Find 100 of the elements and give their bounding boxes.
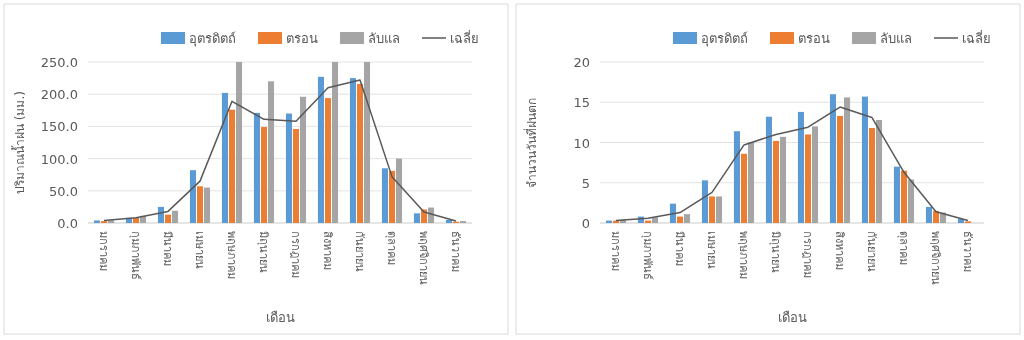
line-series (615, 106, 969, 222)
bar (716, 196, 723, 223)
bar (349, 78, 356, 223)
bar (300, 96, 307, 223)
bar (812, 126, 819, 223)
legend-label: ลับแล (368, 31, 400, 46)
bar (268, 81, 275, 223)
bar (364, 62, 371, 223)
y-axis-title: ปริมาณน้ำฝน (มม.) (11, 91, 27, 194)
bar (388, 170, 396, 223)
x-tick-label: ตุลาคม (385, 231, 398, 265)
bar (868, 128, 876, 223)
bar (893, 166, 900, 223)
bar (356, 83, 364, 223)
x-tick-label: สิงหาคม (833, 231, 846, 270)
x-tick-label: มิถุนายน (257, 231, 270, 273)
bar (285, 113, 292, 223)
bar (292, 128, 300, 223)
legend-label: ตรอน (286, 31, 318, 46)
x-tick-label: มกราคม (97, 231, 110, 271)
bar (684, 214, 691, 223)
bar (836, 115, 844, 223)
bar (396, 158, 403, 223)
legend-label: เฉลี่ย (450, 30, 479, 46)
bar (157, 206, 164, 223)
bar (413, 213, 420, 223)
legend-label: อุตรดิตถ์ (701, 31, 748, 47)
bar (829, 94, 836, 223)
x-tick-label: กุมภาพันธ์ (129, 231, 142, 280)
bar (332, 62, 339, 223)
bar (189, 170, 196, 223)
x-tick-label: มิถุนายน (769, 231, 782, 273)
bar (900, 170, 908, 223)
y-tick-label: 50.0 (49, 183, 78, 199)
legend-label: เฉลี่ย (962, 30, 991, 46)
bar (164, 214, 172, 223)
bar (765, 116, 772, 223)
bar (253, 112, 260, 223)
bar (228, 109, 236, 223)
x-tick-label: เมษายน (193, 231, 206, 269)
bar (324, 98, 332, 223)
y-tick-label: 0 (581, 216, 590, 231)
bar (797, 111, 804, 223)
bar (317, 76, 324, 223)
x-tick-label: ธันวาคม (961, 231, 974, 272)
y-tick-label: 100.0 (40, 151, 78, 167)
legend-label: ลับแล (880, 31, 912, 46)
bar (780, 136, 787, 223)
bar (236, 62, 243, 223)
bar (172, 210, 179, 223)
x-tick-label: สิงหาคม (321, 231, 334, 270)
bar (932, 210, 940, 223)
bar (804, 134, 812, 223)
bar (221, 92, 228, 223)
y-tick-label: 15 (573, 95, 590, 111)
bar (381, 168, 388, 223)
x-tick-label: พฤศจิกายน (929, 231, 942, 285)
x-tick-label: ตุลาคม (897, 231, 910, 265)
bar (669, 203, 676, 223)
x-axis-title: เดือน (265, 310, 295, 325)
bar (740, 153, 748, 223)
x-tick-label: พฤศจิกายน (417, 231, 430, 285)
line-series (103, 79, 457, 222)
bar (908, 179, 915, 223)
x-tick-label: เมษายน (705, 231, 718, 269)
x-tick-label: มีนาคม (161, 231, 174, 266)
y-tick-label: 200.0 (40, 87, 78, 103)
y-tick-label: 150.0 (40, 119, 78, 135)
bar (676, 216, 684, 223)
x-axis-title: เดือน (777, 310, 807, 325)
y-tick-label: 10 (573, 135, 590, 151)
bar (93, 220, 100, 223)
x-tick-label: กุมภาพันธ์ (641, 231, 654, 280)
y-tick-label: 20 (573, 55, 590, 70)
bar (708, 196, 716, 223)
bar (861, 96, 868, 223)
legend-label: อุตรดิตถ์ (189, 31, 236, 47)
x-tick-label: มีนาคม (673, 231, 686, 266)
legend-label: ตรอน (798, 31, 830, 46)
x-tick-label: กันยายน (353, 231, 366, 272)
x-tick-label: พฤษภาคม (225, 231, 238, 279)
y-tick-label: 5 (581, 175, 590, 191)
x-tick-label: กรกฎาคม (801, 231, 814, 278)
x-tick-label: พฤษภาคม (737, 231, 750, 279)
bar (748, 142, 755, 223)
bar (876, 119, 883, 223)
bar (733, 131, 740, 223)
bar (204, 187, 211, 223)
bar (925, 206, 932, 223)
x-tick-label: มกราคม (609, 231, 622, 271)
bar (196, 186, 204, 223)
y-tick-label: 0.0 (57, 216, 78, 231)
x-tick-label: กันยายน (865, 231, 878, 272)
bar (772, 140, 780, 223)
bar (701, 180, 708, 223)
bar (844, 97, 851, 223)
y-axis-title: จำนวนวันที่ฝนตก (523, 97, 539, 188)
x-tick-label: ธันวาคม (449, 231, 462, 272)
bar (260, 127, 268, 223)
x-tick-label: กรกฎาคม (289, 231, 302, 278)
